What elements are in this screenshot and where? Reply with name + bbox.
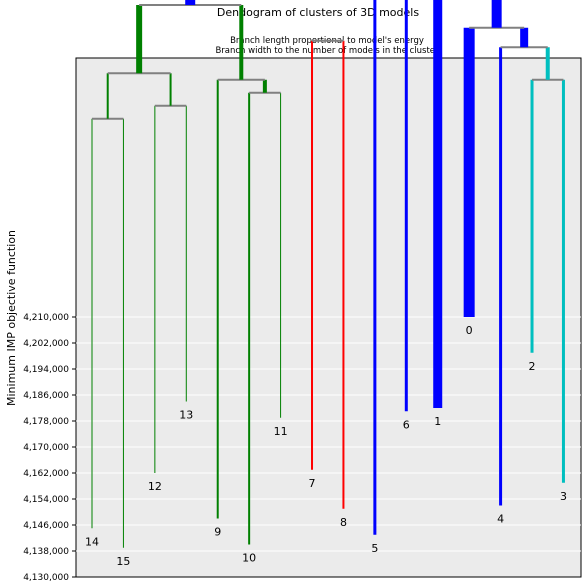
y-tick-label: 4,186,000	[23, 391, 69, 401]
chart-title: Dendogram of clusters of 3D models	[217, 6, 419, 19]
y-tick-label: 4,194,000	[23, 365, 69, 375]
leaf-label: 14	[85, 535, 99, 548]
y-axis-label: Minimum IMP objective function	[5, 230, 18, 406]
leaf-label: 9	[214, 526, 221, 539]
leaf-label: 8	[340, 516, 347, 529]
y-tick-label: 4,170,000	[23, 443, 69, 453]
leaf-label: 3	[560, 490, 567, 503]
y-tick-label: 4,154,000	[23, 495, 69, 505]
leaf-label: 10	[242, 552, 256, 565]
y-tick-label: 4,202,000	[23, 339, 69, 349]
y-tick-label: 4,138,000	[23, 547, 69, 557]
leaf-label: 12	[148, 480, 162, 493]
chart-subtitle-line-2: Branch width to the number of models in …	[215, 46, 439, 56]
leaf-label: 11	[274, 425, 288, 438]
leaf-label: 13	[179, 409, 193, 422]
y-tick-label: 4,146,000	[23, 521, 69, 531]
dendrogram-branches	[91, 0, 565, 548]
y-tick-label: 4,162,000	[23, 469, 69, 479]
grid-lines	[76, 316, 581, 552]
leaf-label: 6	[403, 418, 410, 431]
leaf-label: 2	[529, 360, 536, 373]
y-tick-label: 4,178,000	[23, 417, 69, 427]
leaf-label: 1	[434, 415, 441, 428]
leaf-label: 0	[466, 324, 473, 337]
leaf-label: 5	[371, 542, 378, 555]
y-axis-ticks: 4,130,000 4,138,000 4,146,000 4,154,000 4,16…	[23, 313, 76, 583]
y-tick-label: 4,210,000	[23, 313, 69, 323]
leaf-label: 7	[309, 477, 316, 490]
leaf-label: 15	[116, 555, 130, 568]
leaf-label: 4	[497, 513, 504, 526]
y-tick-label: 4,130,000	[23, 573, 69, 583]
